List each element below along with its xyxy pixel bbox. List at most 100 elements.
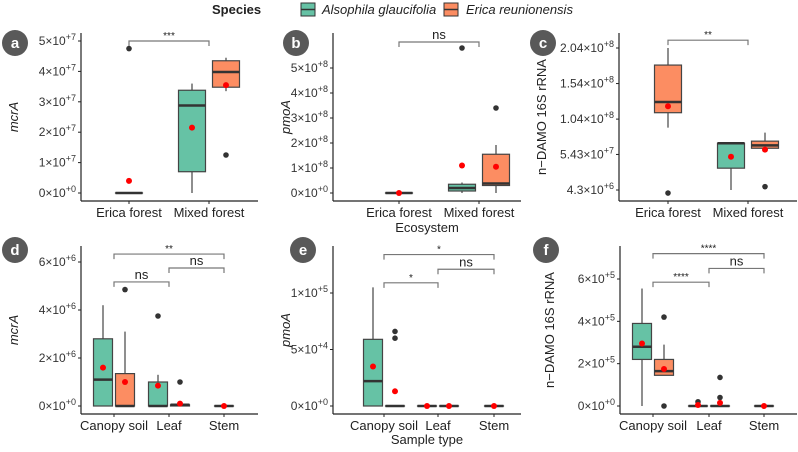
box-alsophila <box>94 305 113 406</box>
box-alsophila <box>689 399 708 408</box>
x-tick-label: Erica forest <box>635 205 701 220</box>
y-tick-label: 1.54×10+8 <box>560 75 614 91</box>
y-tick-label: 3×10+8 <box>291 109 328 125</box>
y-tick-label: 0×10+0 <box>291 184 328 200</box>
legend-label-erica: Erica reunionensis <box>466 2 573 17</box>
x-tick-label: Leaf <box>425 418 451 433</box>
panel-label: a <box>11 35 20 52</box>
box-body <box>364 339 383 406</box>
mean-point <box>155 383 161 389</box>
y-axis-label: pmoA <box>278 100 293 135</box>
y-axis-label: pmoA <box>278 313 293 348</box>
mean-point <box>126 178 132 184</box>
mean-point <box>122 379 128 385</box>
box-alsophila <box>418 403 437 409</box>
y-tick-label: 5×10+8 <box>291 59 328 75</box>
y-tick-label: 3×10+7 <box>39 93 76 109</box>
mean-point <box>695 402 701 408</box>
mean-point <box>100 365 106 371</box>
y-tick-label: 2×10+8 <box>291 134 328 150</box>
legend-title: Species <box>212 2 261 17</box>
mean-point <box>491 403 497 409</box>
box-erica <box>213 58 240 158</box>
y-axis-label: mcrA <box>6 102 21 132</box>
x-tick-label: Leaf <box>156 418 182 433</box>
box-erica <box>116 46 143 193</box>
outlier-point <box>177 379 183 385</box>
legend: Species Alsophila glaucifolia Erica reun… <box>212 2 573 17</box>
mean-point <box>189 125 195 131</box>
box-erica <box>116 287 135 406</box>
mean-point <box>370 363 376 369</box>
x-tick-label: Canopy soil <box>80 418 148 433</box>
significance-bracket <box>438 269 494 274</box>
box-erica <box>386 190 413 196</box>
y-tick-label: 1×10+7 <box>39 154 76 170</box>
x-tick-label: Mixed forest <box>444 205 515 220</box>
panels: a0×10+01×10+72×10+73×10+74×10+75×10+7Eri… <box>2 27 797 447</box>
outlier-point <box>493 105 499 111</box>
box-alsophila <box>179 84 206 193</box>
x-axis-label: Sample type <box>391 432 463 447</box>
significance-label: ns <box>190 253 204 268</box>
significance-label: **** <box>701 244 717 255</box>
box-alsophila <box>149 313 168 406</box>
box-erica <box>655 314 674 409</box>
box-body <box>116 374 135 406</box>
y-tick-label: 0×10+0 <box>291 397 328 413</box>
x-tick-label: Leaf <box>696 418 722 433</box>
y-tick-label: 6×10+5 <box>578 270 615 286</box>
mean-point <box>762 147 768 153</box>
significance-label: * <box>437 245 441 256</box>
significance-label: ns <box>730 253 744 268</box>
panel-b: b0×10+01×10+82×10+83×10+84×10+85×10+8Eri… <box>278 27 521 235</box>
mean-point <box>728 154 734 160</box>
outlier-point <box>459 45 465 51</box>
outlier-point <box>392 335 398 341</box>
outlier-point <box>122 287 128 293</box>
x-tick-label: Canopy soil <box>350 418 418 433</box>
significance-label: *** <box>163 31 175 42</box>
y-tick-label: 2×10+7 <box>39 123 76 139</box>
box-body <box>94 339 113 406</box>
legend-key-erica <box>444 3 458 16</box>
y-tick-label: 2.04×10+8 <box>560 39 614 55</box>
significance-label: ** <box>165 244 173 255</box>
x-tick-label: Stem <box>479 418 509 433</box>
box-erica <box>440 403 459 409</box>
y-tick-label: 1.04×10+8 <box>560 110 614 126</box>
y-tick-label: 5.43×10+7 <box>560 145 614 161</box>
outlier-point <box>762 184 768 190</box>
y-tick-label: 0×10+0 <box>39 397 76 413</box>
significance-label: * <box>409 273 413 284</box>
x-tick-label: Erica forest <box>96 205 162 220</box>
outlier-point <box>155 313 161 319</box>
x-tick-label: Erica forest <box>366 205 432 220</box>
box-alsophila <box>449 45 476 193</box>
significance-label: ns <box>459 254 473 269</box>
mean-point <box>717 400 723 406</box>
box-erica <box>485 403 504 409</box>
box-erica <box>655 48 682 196</box>
mean-point <box>223 82 229 88</box>
y-tick-label: 5×10+4 <box>291 341 328 357</box>
outlier-point <box>717 375 723 381</box>
box-erica <box>215 403 234 409</box>
y-tick-label: 4×10+8 <box>291 84 328 100</box>
y-axis-label: n−DAMO 16S rRNA <box>534 59 549 175</box>
panel-a: a0×10+01×10+72×10+73×10+74×10+75×10+7Eri… <box>2 30 258 220</box>
y-tick-label: 5×10+7 <box>39 32 76 48</box>
mean-point <box>493 164 499 170</box>
box-alsophila <box>364 287 383 406</box>
box-erica <box>755 403 774 409</box>
legend-label-alsophila: Alsophila glaucifolia <box>321 2 436 17</box>
panel-c: c4.3×10+65.43×10+71.04×10+81.54×10+82.04… <box>530 30 797 220</box>
outlier-point <box>223 152 229 158</box>
y-tick-label: 0×10+0 <box>39 184 76 200</box>
box-alsophila <box>718 143 745 190</box>
significance-bracket <box>399 42 479 47</box>
x-axis-label: Ecosystem <box>395 220 459 235</box>
